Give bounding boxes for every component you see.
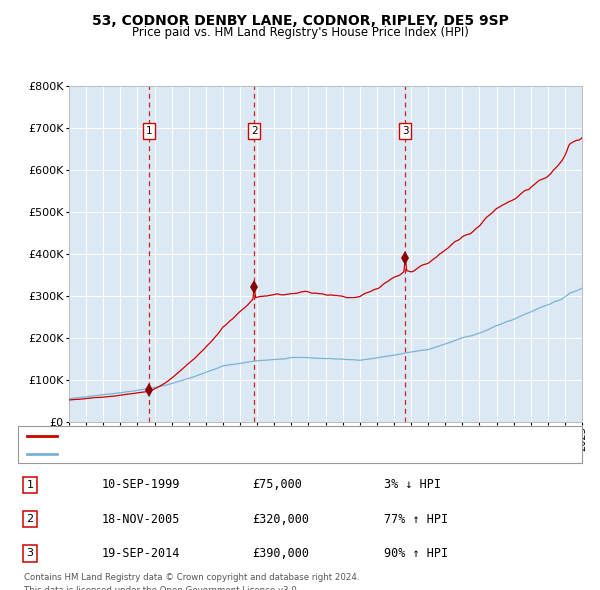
Text: £320,000: £320,000 [252, 513, 309, 526]
Text: 3: 3 [402, 126, 409, 136]
Text: 3: 3 [26, 549, 34, 558]
Text: 90% ↑ HPI: 90% ↑ HPI [384, 547, 448, 560]
Text: £75,000: £75,000 [252, 478, 302, 491]
Text: Contains HM Land Registry data © Crown copyright and database right 2024.: Contains HM Land Registry data © Crown c… [24, 573, 359, 582]
Text: 2: 2 [26, 514, 34, 524]
Text: 3% ↓ HPI: 3% ↓ HPI [384, 478, 441, 491]
Text: HPI: Average price, detached house, Amber Valley: HPI: Average price, detached house, Ambe… [63, 449, 325, 459]
Text: 1: 1 [145, 126, 152, 136]
Text: 77% ↑ HPI: 77% ↑ HPI [384, 513, 448, 526]
Text: 53, CODNOR DENBY LANE, CODNOR, RIPLEY, DE5 9SP: 53, CODNOR DENBY LANE, CODNOR, RIPLEY, D… [92, 14, 508, 28]
Text: 53, CODNOR DENBY LANE, CODNOR, RIPLEY, DE5 9SP (detached house): 53, CODNOR DENBY LANE, CODNOR, RIPLEY, D… [63, 431, 439, 441]
Text: 18-NOV-2005: 18-NOV-2005 [102, 513, 181, 526]
Text: 2: 2 [251, 126, 257, 136]
Text: Price paid vs. HM Land Registry's House Price Index (HPI): Price paid vs. HM Land Registry's House … [131, 26, 469, 39]
Text: 19-SEP-2014: 19-SEP-2014 [102, 547, 181, 560]
Text: 1: 1 [26, 480, 34, 490]
Text: 10-SEP-1999: 10-SEP-1999 [102, 478, 181, 491]
Text: £390,000: £390,000 [252, 547, 309, 560]
Text: This data is licensed under the Open Government Licence v3.0.: This data is licensed under the Open Gov… [24, 586, 299, 590]
